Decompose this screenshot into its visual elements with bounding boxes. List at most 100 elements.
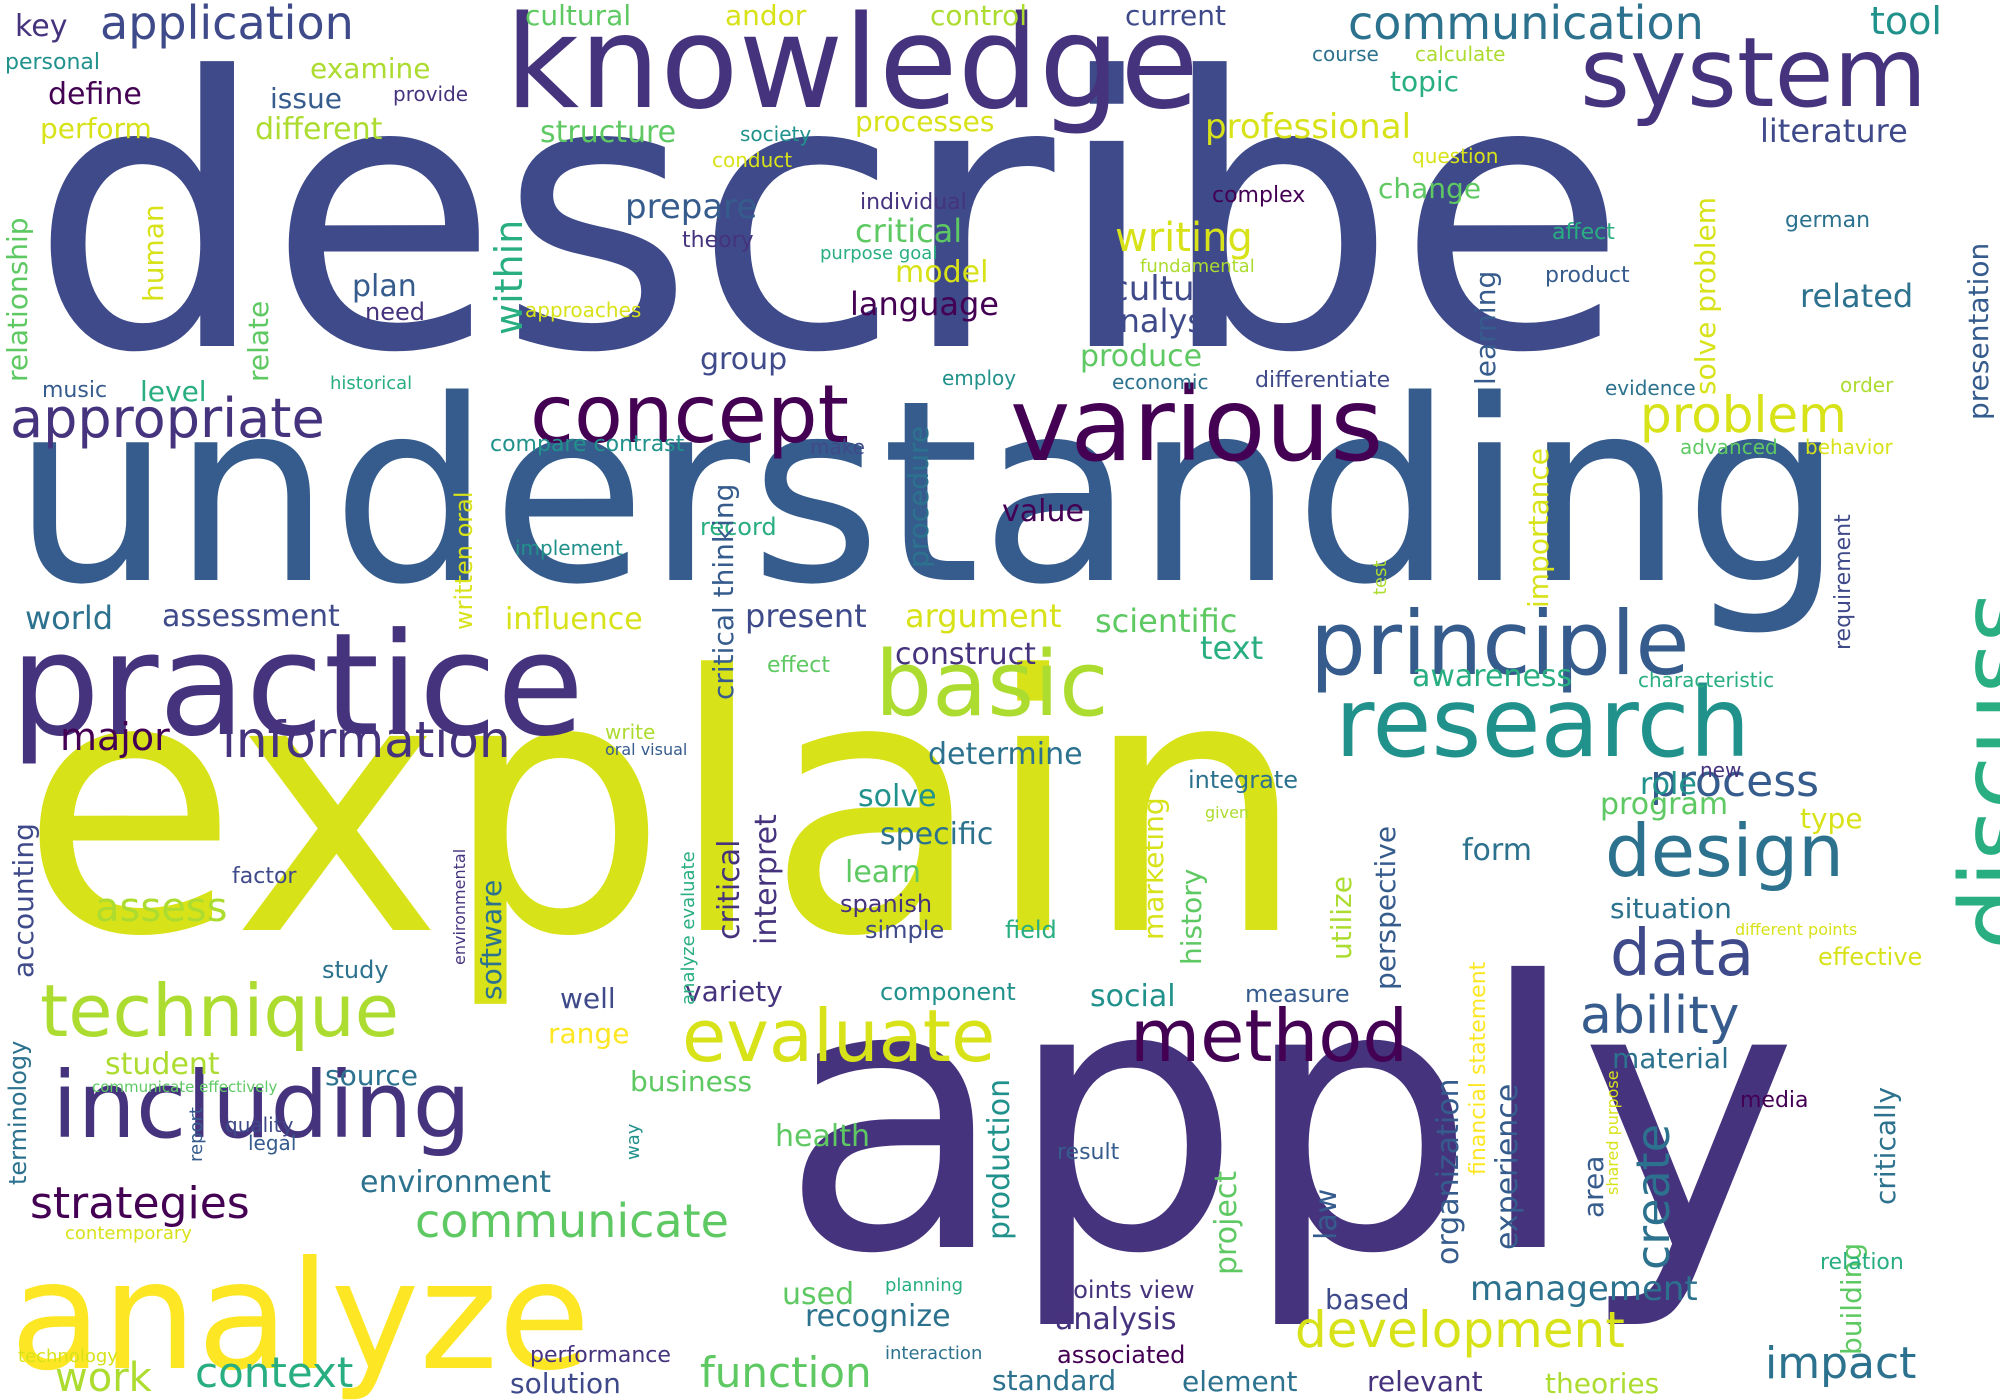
- word: construct: [895, 637, 1036, 672]
- word: complex: [1212, 183, 1306, 208]
- word: calculate: [1415, 42, 1506, 66]
- word: technique: [40, 969, 400, 1053]
- word: analyze evaluate: [678, 851, 699, 1005]
- word: world: [25, 599, 114, 637]
- word: writing: [1115, 215, 1253, 261]
- word: various: [1010, 366, 1384, 485]
- word: work: [55, 1355, 152, 1400]
- word: financial statement: [1466, 961, 1491, 1175]
- word: new: [1700, 758, 1742, 782]
- word: communicate: [415, 1194, 729, 1248]
- word: component: [880, 978, 1016, 1006]
- word: importance: [1522, 448, 1555, 608]
- word: apply: [780, 905, 1799, 1335]
- word: topic: [1390, 65, 1460, 98]
- word: procedure: [902, 425, 935, 568]
- word: integrate: [1188, 766, 1299, 794]
- word: understanding: [12, 347, 1844, 640]
- word: source: [325, 1059, 418, 1092]
- word: specific: [880, 817, 994, 852]
- word: spanish: [840, 890, 933, 918]
- word: tool: [1870, 0, 1942, 43]
- word: determine: [928, 737, 1083, 772]
- word: student: [105, 1047, 220, 1082]
- word: compare contrast: [490, 432, 685, 457]
- word: shared purpose: [1603, 1070, 1622, 1195]
- word: material: [1612, 1042, 1729, 1075]
- word: program: [1600, 787, 1729, 822]
- word: historical: [330, 373, 413, 394]
- word: management: [1470, 1269, 1698, 1309]
- word: software: [475, 879, 508, 1000]
- word: production: [982, 1078, 1017, 1240]
- word: application: [100, 0, 354, 50]
- word: personal: [5, 50, 101, 75]
- word: within: [487, 219, 531, 335]
- word: field: [1005, 916, 1057, 944]
- word: situation: [1610, 892, 1732, 925]
- word: project: [1209, 1170, 1244, 1275]
- word: theories: [1545, 1367, 1660, 1400]
- word: relevant: [1367, 1365, 1483, 1398]
- word: argument: [905, 597, 1062, 635]
- word: employ: [942, 366, 1017, 390]
- word: define: [48, 77, 142, 112]
- word: written oral: [450, 491, 478, 630]
- word: explain: [20, 600, 1308, 1014]
- word: professional: [1205, 107, 1412, 147]
- word: affect: [1552, 220, 1615, 245]
- word: german: [1785, 208, 1871, 233]
- word: critically: [1869, 1086, 1902, 1205]
- word: learning: [1469, 270, 1502, 385]
- word: health: [775, 1119, 870, 1154]
- word: key: [15, 9, 68, 44]
- word: concept: [530, 368, 849, 461]
- word: communicate effectively: [92, 1078, 278, 1096]
- word: type: [1800, 802, 1863, 835]
- word: recognize: [805, 1299, 951, 1334]
- word: music: [42, 378, 108, 403]
- word: economic: [1112, 370, 1209, 394]
- word: oral visual: [605, 740, 688, 759]
- word: strategies: [30, 1178, 250, 1229]
- word: advanced: [1680, 435, 1778, 459]
- word: perspective: [1369, 825, 1402, 990]
- word: describe: [30, 0, 1628, 435]
- word: business: [630, 1065, 753, 1098]
- word: given: [1205, 803, 1250, 822]
- word: quality: [225, 1113, 294, 1137]
- word: learn: [845, 855, 921, 890]
- word: culture: [1110, 269, 1229, 309]
- word: element: [1182, 1365, 1298, 1398]
- word: value: [1002, 494, 1084, 529]
- word: critical thinking: [707, 483, 740, 700]
- word: relationship: [1, 217, 34, 382]
- word: points view: [1058, 1276, 1195, 1304]
- word: characteristic: [1638, 668, 1775, 692]
- word: conduct: [712, 148, 793, 172]
- word: role: [1640, 767, 1697, 802]
- word: create: [1626, 1123, 1680, 1270]
- word: examine: [310, 52, 431, 85]
- word: principle: [1310, 592, 1690, 695]
- word: cultural: [525, 0, 632, 32]
- word: function: [700, 1348, 872, 1397]
- word: research: [1335, 667, 1751, 779]
- word: context: [195, 1348, 354, 1397]
- word: produce: [1080, 339, 1203, 374]
- word: marketing: [1137, 797, 1170, 940]
- word: implement: [515, 536, 623, 560]
- word: variety: [685, 975, 783, 1008]
- word: write: [605, 720, 656, 744]
- word: analyze: [10, 1230, 591, 1400]
- word: course: [1312, 42, 1379, 66]
- word: assess: [95, 885, 228, 931]
- word: need: [365, 298, 425, 326]
- word: legal: [248, 1131, 297, 1155]
- word: based: [1325, 1283, 1410, 1316]
- word: utilize: [1325, 876, 1358, 960]
- word: current: [1125, 0, 1227, 32]
- word: process: [1650, 756, 1820, 807]
- word: plan: [352, 269, 417, 304]
- word: fundamental: [1140, 256, 1255, 277]
